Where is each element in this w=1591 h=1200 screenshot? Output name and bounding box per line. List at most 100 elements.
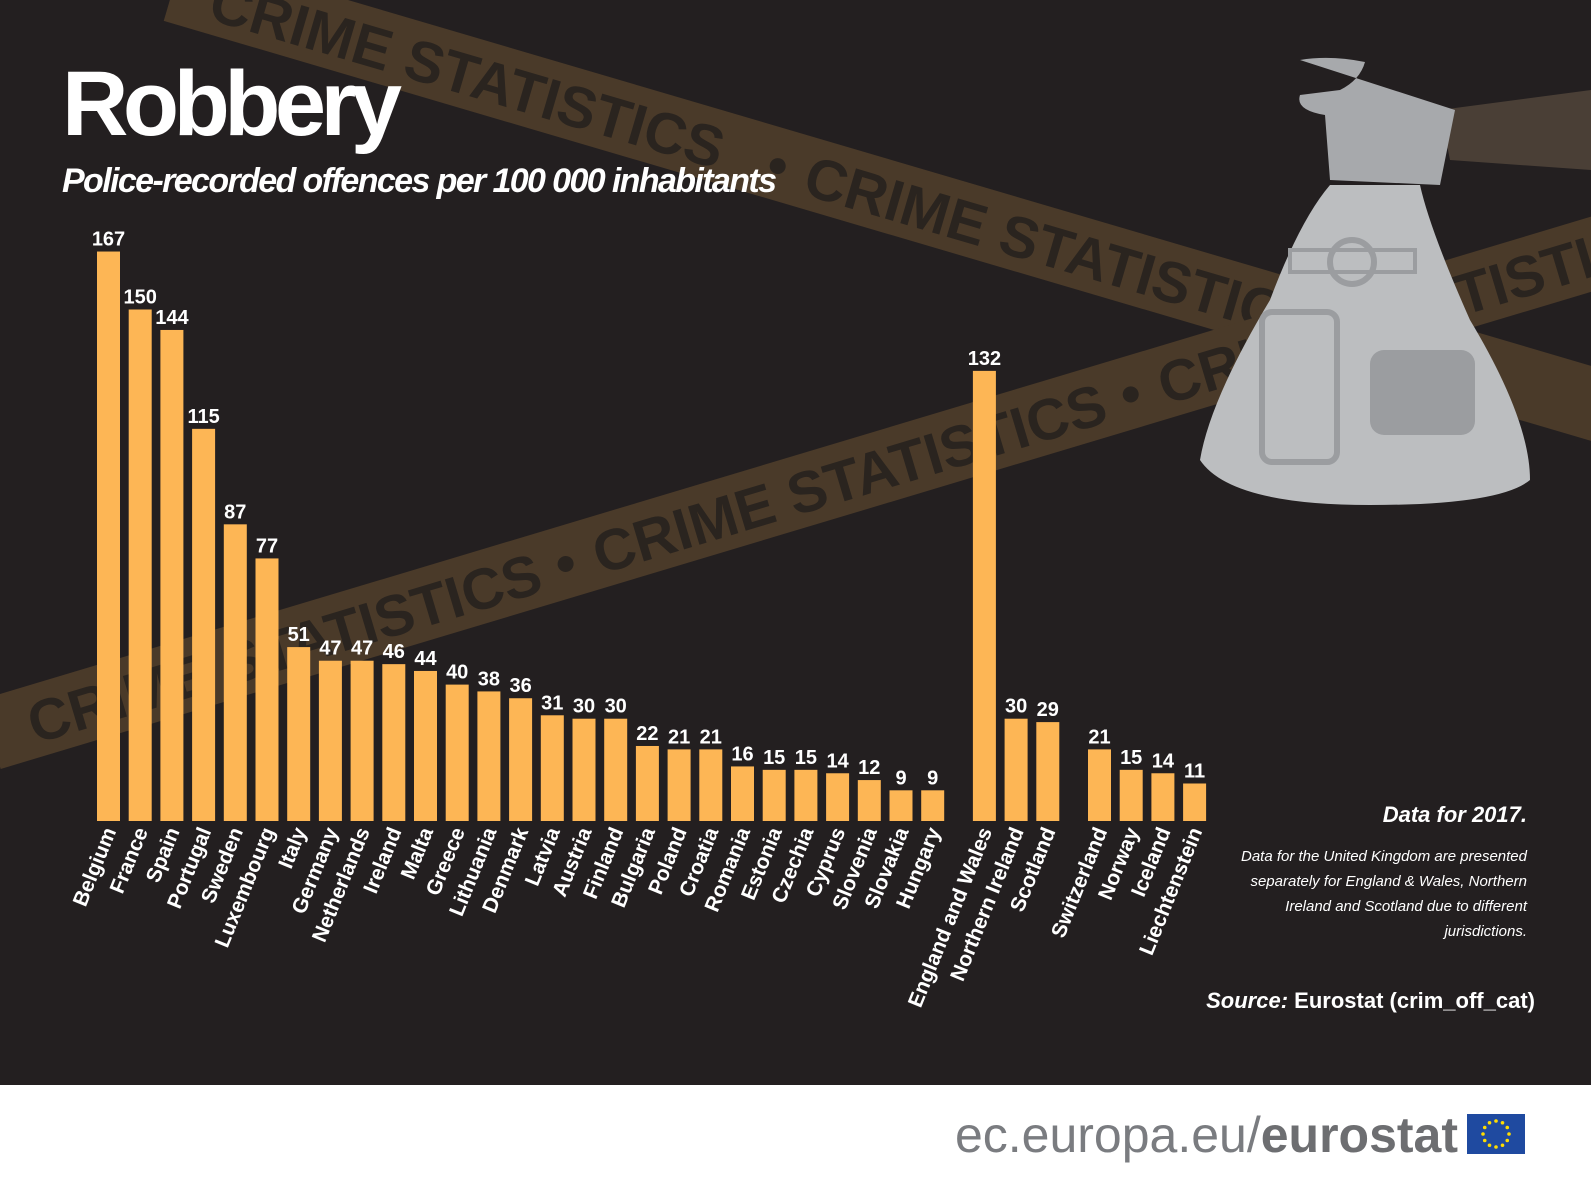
bar [1004, 718, 1028, 821]
bar [223, 524, 247, 821]
value-label: 12 [858, 757, 880, 779]
watch-icon [1327, 237, 1377, 287]
value-label: 167 [92, 229, 125, 251]
bar [350, 660, 374, 821]
footnote-line: separately for England & Wales, Northern [1250, 873, 1527, 890]
value-label: 21 [700, 726, 722, 748]
bar [826, 773, 850, 821]
bar [1119, 769, 1143, 821]
bar [857, 780, 881, 821]
value-label: 40 [446, 662, 468, 684]
footer-band [0, 1085, 1591, 1200]
bar [160, 329, 184, 821]
footnote: Data for the United Kingdom are presente… [1241, 848, 1528, 940]
bar [318, 660, 342, 821]
money-bag-illustration [1200, 57, 1591, 505]
value-label: 144 [155, 307, 189, 329]
value-label: 15 [763, 747, 785, 769]
phone-icon [1259, 309, 1340, 465]
eu-star [1481, 1132, 1485, 1136]
bar [97, 251, 120, 821]
bar [667, 749, 691, 821]
watch-strap [1288, 248, 1417, 274]
bar [445, 684, 469, 821]
bar [1036, 722, 1060, 821]
bar [477, 691, 501, 821]
value-label: 30 [1005, 696, 1027, 718]
value-label: 46 [383, 641, 405, 663]
footer-brand: eurostat [1261, 1107, 1459, 1163]
source-text: Eurostat (crim_off_cat) [1294, 988, 1535, 1013]
bar [1151, 773, 1175, 821]
eu-star [1487, 1120, 1492, 1125]
value-label: 47 [351, 638, 373, 660]
eu-star [1494, 1119, 1498, 1123]
tape-dot [769, 158, 786, 175]
eu-star [1500, 1120, 1505, 1125]
footnote-line: Data for the United Kingdom are presente… [1241, 848, 1528, 865]
value-label: 22 [636, 723, 658, 745]
bar [972, 370, 996, 821]
value-label: 9 [895, 767, 906, 789]
bar [255, 558, 279, 821]
bar [921, 790, 945, 821]
bar [572, 718, 596, 821]
chart-title: Robbery [62, 53, 402, 155]
tape-dot [1122, 386, 1139, 403]
data-year-note: Data for 2017. [1383, 802, 1527, 827]
bar [192, 428, 216, 821]
eu-star [1505, 1138, 1510, 1143]
eu-star [1487, 1143, 1492, 1148]
source: Source: Eurostat (crim_off_cat) [1206, 988, 1535, 1013]
value-label: 15 [795, 747, 817, 769]
value-label: 87 [224, 501, 246, 523]
bar [287, 647, 311, 821]
bar [414, 670, 437, 821]
bar [635, 745, 659, 821]
value-label: 15 [1120, 747, 1142, 769]
value-label: 115 [187, 406, 219, 428]
value-label: 47 [319, 638, 341, 660]
source-label: Source: [1206, 988, 1288, 1013]
glove [1299, 57, 1455, 185]
value-label: 30 [605, 696, 627, 718]
bar [1088, 749, 1111, 821]
eu-star [1500, 1143, 1505, 1148]
value-label: 16 [731, 743, 753, 765]
chart-subtitle: Police-recorded offences per 100 000 inh… [62, 162, 777, 200]
value-label: 77 [256, 535, 278, 557]
bar [1183, 783, 1207, 821]
value-label: 38 [478, 668, 500, 690]
value-label: 11 [1184, 760, 1205, 782]
bar [128, 309, 152, 821]
eu-stars [1481, 1119, 1511, 1149]
arm [1440, 90, 1591, 170]
eu-star [1482, 1125, 1487, 1130]
value-label: 21 [1088, 726, 1110, 748]
bar [540, 715, 564, 821]
value-label: 14 [1152, 750, 1175, 772]
value-label: 9 [927, 767, 938, 789]
bar [794, 769, 818, 821]
value-label: 31 [541, 692, 563, 714]
eu-star [1507, 1132, 1511, 1136]
value-label: 150 [124, 287, 157, 309]
footnote-line: jurisdictions. [1442, 923, 1527, 940]
footer-url: ec.europa.eu/eurostat [955, 1107, 1458, 1163]
bar [604, 718, 628, 821]
eu-star [1505, 1125, 1510, 1130]
eu-star [1482, 1138, 1487, 1143]
bar [731, 766, 754, 821]
value-label: 29 [1037, 699, 1059, 721]
bar [889, 790, 913, 821]
bar [762, 769, 786, 821]
value-label: 14 [826, 750, 849, 772]
value-label: 51 [288, 624, 310, 646]
value-label: 30 [573, 696, 595, 718]
eu-star [1494, 1145, 1498, 1149]
bar [382, 664, 406, 821]
value-label: 132 [968, 348, 1001, 370]
wallet-icon [1370, 350, 1475, 435]
footnote-line: Ireland and Scotland due to different [1285, 898, 1528, 915]
